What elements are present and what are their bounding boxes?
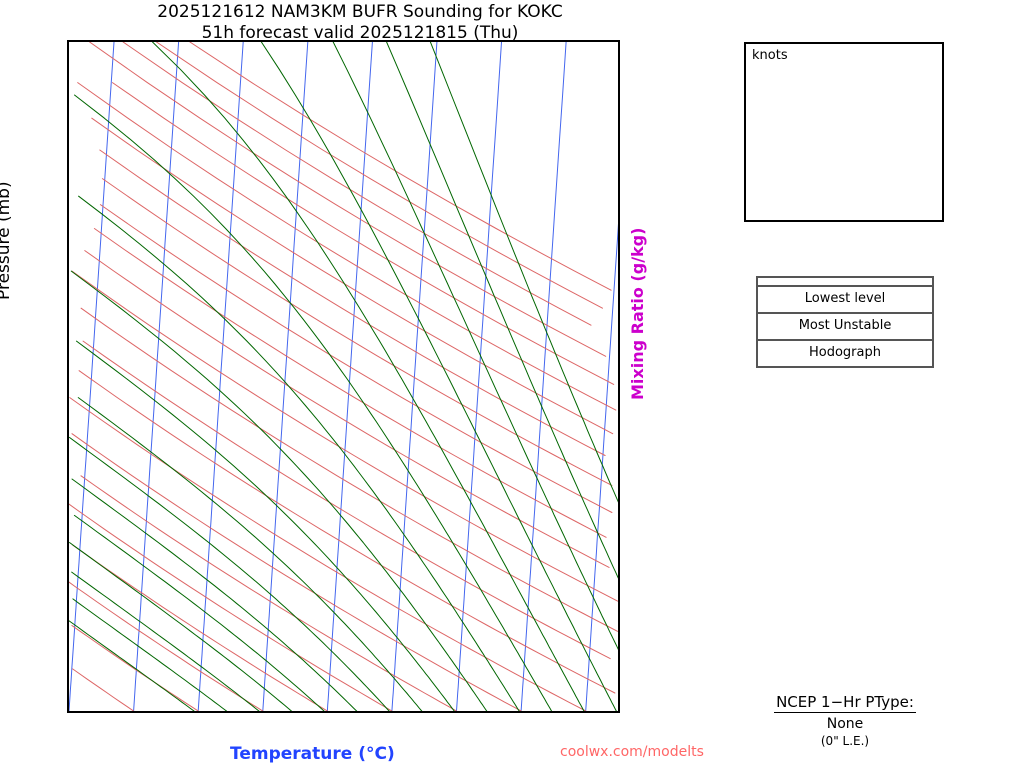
hodograph-panel: knots bbox=[744, 42, 944, 222]
hodograph-stats-title: Hodograph bbox=[809, 345, 881, 360]
dry-adiabat bbox=[189, 42, 612, 291]
most-unstable-title: Most Unstable bbox=[798, 318, 892, 333]
dry-adiabat bbox=[78, 370, 616, 694]
skewt-plot-area bbox=[67, 40, 620, 713]
hodograph-stats-section: Hodograph bbox=[758, 341, 932, 366]
most-unstable-section: Most Unstable bbox=[758, 314, 932, 341]
dry-adiabat bbox=[99, 149, 606, 456]
dry-adiabat bbox=[89, 42, 607, 357]
moist-adiabat bbox=[69, 542, 292, 711]
moist-adiabat bbox=[69, 436, 390, 711]
moist-adiabat bbox=[429, 42, 618, 503]
dry-adiabat bbox=[69, 503, 393, 711]
ptype-panel: NCEP 1−Hr PType: None (0" L.E.) bbox=[740, 692, 950, 748]
moist-adiabat bbox=[73, 514, 325, 711]
dry-adiabat bbox=[80, 307, 618, 632]
hodograph-canvas bbox=[746, 44, 942, 220]
dry-adiabat bbox=[82, 340, 611, 660]
dry-adiabat bbox=[71, 270, 618, 602]
dry-adiabat bbox=[99, 204, 613, 513]
moist-adiabat bbox=[74, 94, 552, 711]
isotherm bbox=[391, 42, 438, 711]
isotherm bbox=[326, 42, 373, 711]
ptype-value: None bbox=[826, 716, 864, 732]
dry-adiabat bbox=[101, 178, 613, 486]
lowest-level-title: Lowest level bbox=[804, 291, 886, 306]
dry-adiabat bbox=[91, 117, 614, 435]
dry-adiabat bbox=[93, 228, 607, 538]
isotherm bbox=[133, 42, 180, 711]
skewt-canvas bbox=[69, 42, 618, 711]
dry-adiabat-lines bbox=[69, 42, 618, 711]
moist-adiabat bbox=[78, 195, 520, 711]
isotherm bbox=[262, 42, 309, 711]
moist-adiabat bbox=[71, 478, 358, 711]
isotherm-lines bbox=[69, 42, 618, 711]
dry-adiabat bbox=[72, 544, 328, 711]
dry-adiabat bbox=[71, 625, 199, 711]
moist-adiabat bbox=[332, 42, 618, 650]
dry-adiabat bbox=[71, 433, 522, 711]
moist-adiabat bbox=[72, 598, 227, 711]
isotherm bbox=[69, 42, 115, 711]
dry-adiabat bbox=[84, 250, 610, 568]
dry-adiabat bbox=[72, 668, 135, 711]
isotherm bbox=[456, 42, 502, 711]
ptype-title: NCEP 1−Hr PType: bbox=[774, 693, 916, 713]
ptype-liquid-equivalent: (0" L.E.) bbox=[820, 734, 870, 748]
dry-adiabat bbox=[69, 397, 587, 711]
pressure-axis-title: Pressure (mb) bbox=[0, 181, 14, 300]
dry-adiabat bbox=[122, 42, 592, 326]
moist-adiabat bbox=[69, 620, 195, 711]
watermark: coolwx.com/modelts bbox=[560, 744, 704, 760]
summary-indices-section bbox=[758, 278, 932, 287]
moist-adiabat bbox=[152, 42, 585, 711]
moist-adiabat-lines bbox=[69, 42, 618, 711]
dry-adiabat bbox=[69, 581, 264, 711]
dry-adiabat bbox=[112, 82, 615, 385]
temperature-axis-title: Temperature (°C) bbox=[230, 744, 395, 764]
moist-adiabat bbox=[70, 270, 488, 711]
chart-title: 2025121612 NAM3KM BUFR Sounding for KOKC… bbox=[0, 2, 720, 44]
moist-adiabat bbox=[76, 340, 455, 711]
moist-adiabat bbox=[260, 42, 617, 711]
isotherm bbox=[197, 42, 244, 711]
moist-adiabat bbox=[386, 42, 618, 579]
isotherm bbox=[585, 223, 618, 711]
wind-barb-column bbox=[660, 40, 720, 713]
mixing-ratio-axis-title: Mixing Ratio (g/kg) bbox=[628, 227, 647, 400]
moist-adiabat bbox=[71, 571, 260, 711]
title-line-2: 51h forecast valid 2025121815 (Thu) bbox=[201, 23, 519, 43]
hodograph-units-label: knots bbox=[752, 48, 788, 63]
lowest-level-section: Lowest level bbox=[758, 287, 932, 314]
sounding-statistics-panel: Lowest level Most Unstable Hodograph bbox=[756, 276, 934, 368]
isotherm bbox=[520, 42, 567, 711]
title-line-1: 2025121612 NAM3KM BUFR Sounding for KOKC bbox=[157, 2, 563, 22]
dry-adiabat bbox=[77, 82, 617, 411]
dry-adiabat bbox=[156, 42, 603, 309]
moist-adiabat bbox=[77, 397, 423, 711]
